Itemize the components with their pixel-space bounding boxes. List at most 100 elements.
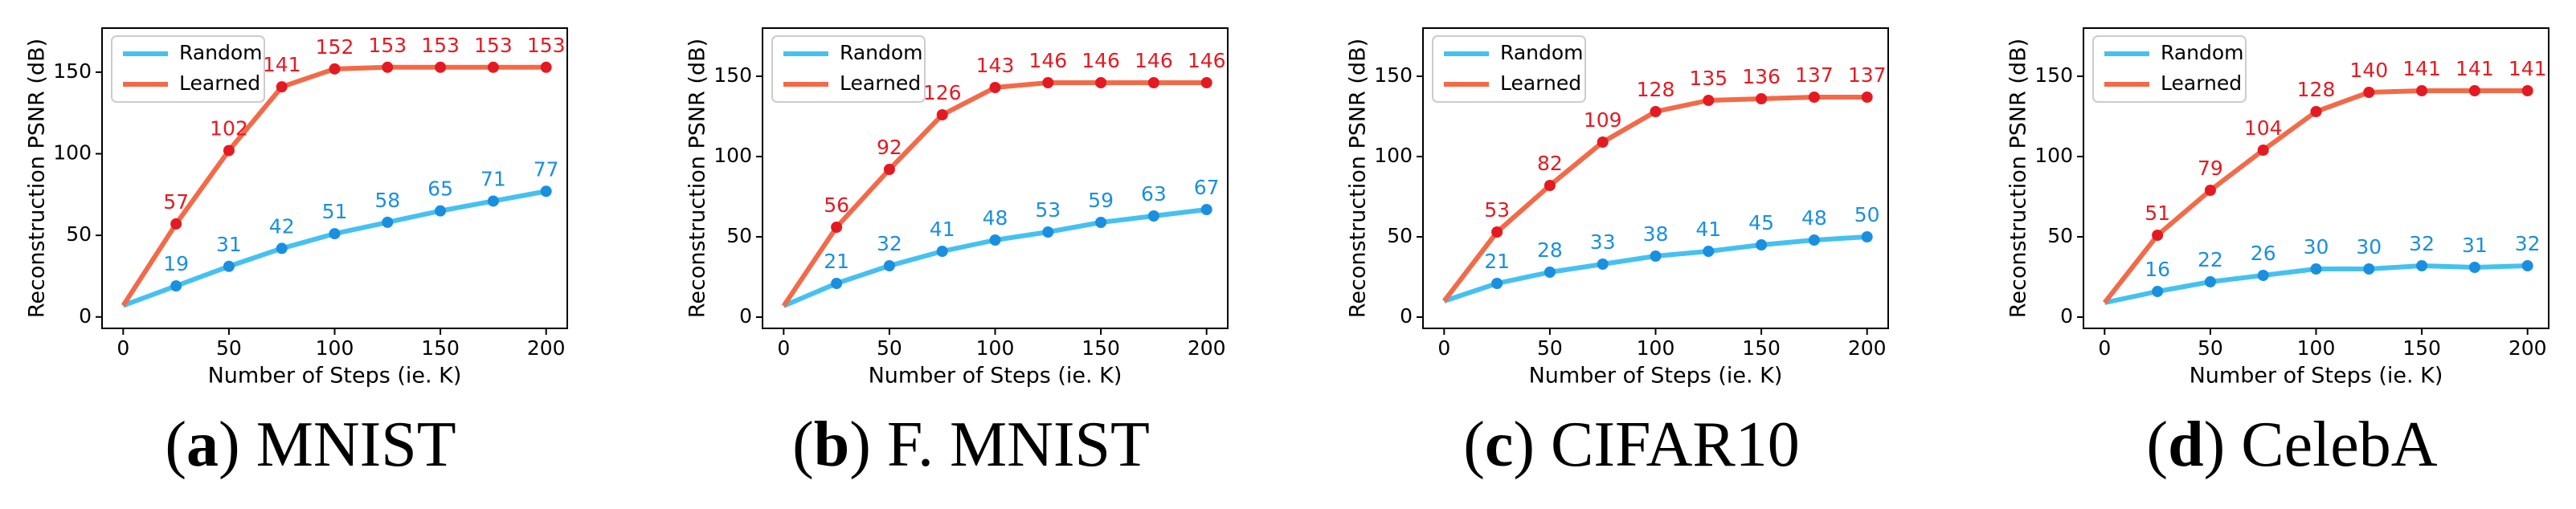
caption-text: F. MNIST [887, 409, 1150, 480]
marker [382, 216, 394, 228]
data-label: 22 [2198, 248, 2223, 271]
data-label: 16 [2145, 258, 2170, 281]
data-label: 48 [983, 206, 1008, 230]
x-tick-label: 150 [2402, 336, 2441, 360]
y-tick-label: 0 [739, 304, 752, 328]
data-label: 82 [1537, 152, 1563, 175]
x-tick-label: 150 [1742, 336, 1781, 360]
marker [1042, 226, 1054, 238]
data-label: 146 [1188, 49, 1226, 72]
marker [487, 195, 499, 207]
data-label: 135 [1689, 67, 1728, 90]
caption-paren: ) [2204, 409, 2242, 480]
data-label: 140 [2349, 59, 2388, 82]
marker [2416, 85, 2428, 96]
x-tick-label: 0 [2098, 336, 2111, 360]
data-label: 32 [2515, 232, 2541, 255]
marker [1597, 259, 1609, 270]
x-tick-label: 50 [877, 336, 902, 360]
marker [883, 164, 895, 175]
y-tick-label: 50 [1387, 224, 1413, 247]
x-tick-label: 0 [1437, 336, 1450, 360]
plot-frame [2083, 27, 2549, 329]
data-label: 153 [527, 34, 566, 57]
marker [1544, 180, 1556, 191]
marker [1200, 77, 1212, 88]
x-tick-label: 150 [1082, 336, 1120, 360]
y-tick-label: 50 [2047, 224, 2073, 247]
y-tick-label: 0 [79, 304, 92, 328]
data-label: 136 [1742, 65, 1781, 88]
data-label: 53 [1035, 198, 1061, 222]
x-tick-label: 0 [117, 336, 129, 360]
y-tick-label: 100 [714, 144, 752, 167]
marker [1756, 93, 1768, 104]
data-label: 58 [374, 189, 400, 212]
x-tick-label: 50 [1537, 336, 1563, 360]
legend-label: Random [1500, 41, 1584, 64]
data-label: 137 [1848, 63, 1887, 87]
marker [540, 61, 552, 73]
data-label: 53 [1484, 198, 1510, 222]
caption-paren: ( [2146, 409, 2168, 480]
data-label: 63 [1141, 182, 1167, 206]
panel: 0 50 100 150 0 50 100 150 200 Number of Steps (ie… [2006, 27, 2549, 480]
x-tick-label: 150 [421, 336, 460, 360]
marker [936, 246, 948, 257]
data-label: 32 [2409, 232, 2435, 255]
marker [223, 145, 235, 157]
data-label: 137 [1795, 63, 1834, 87]
y-tick-label: 150 [53, 59, 92, 83]
y-tick-label: 150 [2034, 63, 2073, 87]
legend-label: Learned [840, 71, 921, 95]
legend-label: Random [840, 41, 923, 64]
marker [2521, 85, 2533, 96]
marker [2468, 262, 2480, 273]
data-label: 141 [263, 53, 301, 76]
legend-label: Random [179, 41, 263, 64]
legend-label: Learned [2161, 71, 2242, 95]
y-tick-label: 0 [1400, 304, 1413, 328]
marker [2310, 263, 2322, 275]
data-label: 41 [930, 218, 955, 241]
marker [2204, 185, 2216, 196]
y-tick-label: 0 [2060, 304, 2073, 328]
marker [2152, 286, 2164, 297]
data-label: 50 [1854, 203, 1880, 226]
y-tick-label: 100 [53, 141, 92, 165]
panel: 0 50 100 150 0 50 100 150 200 Number of Steps (ie… [25, 27, 568, 480]
y-tick-label: 50 [726, 224, 752, 247]
marker [276, 81, 288, 93]
legend-label: Learned [179, 71, 260, 95]
data-label: 141 [2402, 57, 2441, 80]
marker [540, 185, 552, 197]
caption: (b) F. MNIST [792, 409, 1150, 480]
caption-letter: a [186, 409, 219, 480]
marker [2363, 87, 2375, 98]
data-label: 146 [1028, 49, 1067, 72]
marker [936, 109, 948, 120]
x-tick-label: 100 [316, 336, 354, 360]
marker [1042, 77, 1054, 88]
marker [276, 242, 288, 254]
marker [170, 280, 182, 292]
marker [1861, 92, 1873, 103]
marker [989, 234, 1001, 246]
data-label: 45 [1748, 211, 1774, 234]
x-axis-label: Number of Steps (ie. K) [2190, 364, 2443, 389]
marker [831, 278, 843, 289]
marker [487, 61, 499, 73]
data-label: 146 [1082, 49, 1120, 72]
data-label: 65 [427, 177, 453, 201]
data-label: 126 [923, 81, 962, 104]
marker [1544, 267, 1556, 278]
marker [2416, 260, 2428, 271]
marker [382, 61, 394, 73]
y-tick-label: 50 [66, 222, 92, 246]
marker [435, 61, 447, 73]
x-tick-label: 0 [777, 336, 790, 360]
data-label: 21 [1484, 250, 1510, 273]
caption-paren: ) [849, 409, 887, 480]
marker [2521, 260, 2533, 271]
